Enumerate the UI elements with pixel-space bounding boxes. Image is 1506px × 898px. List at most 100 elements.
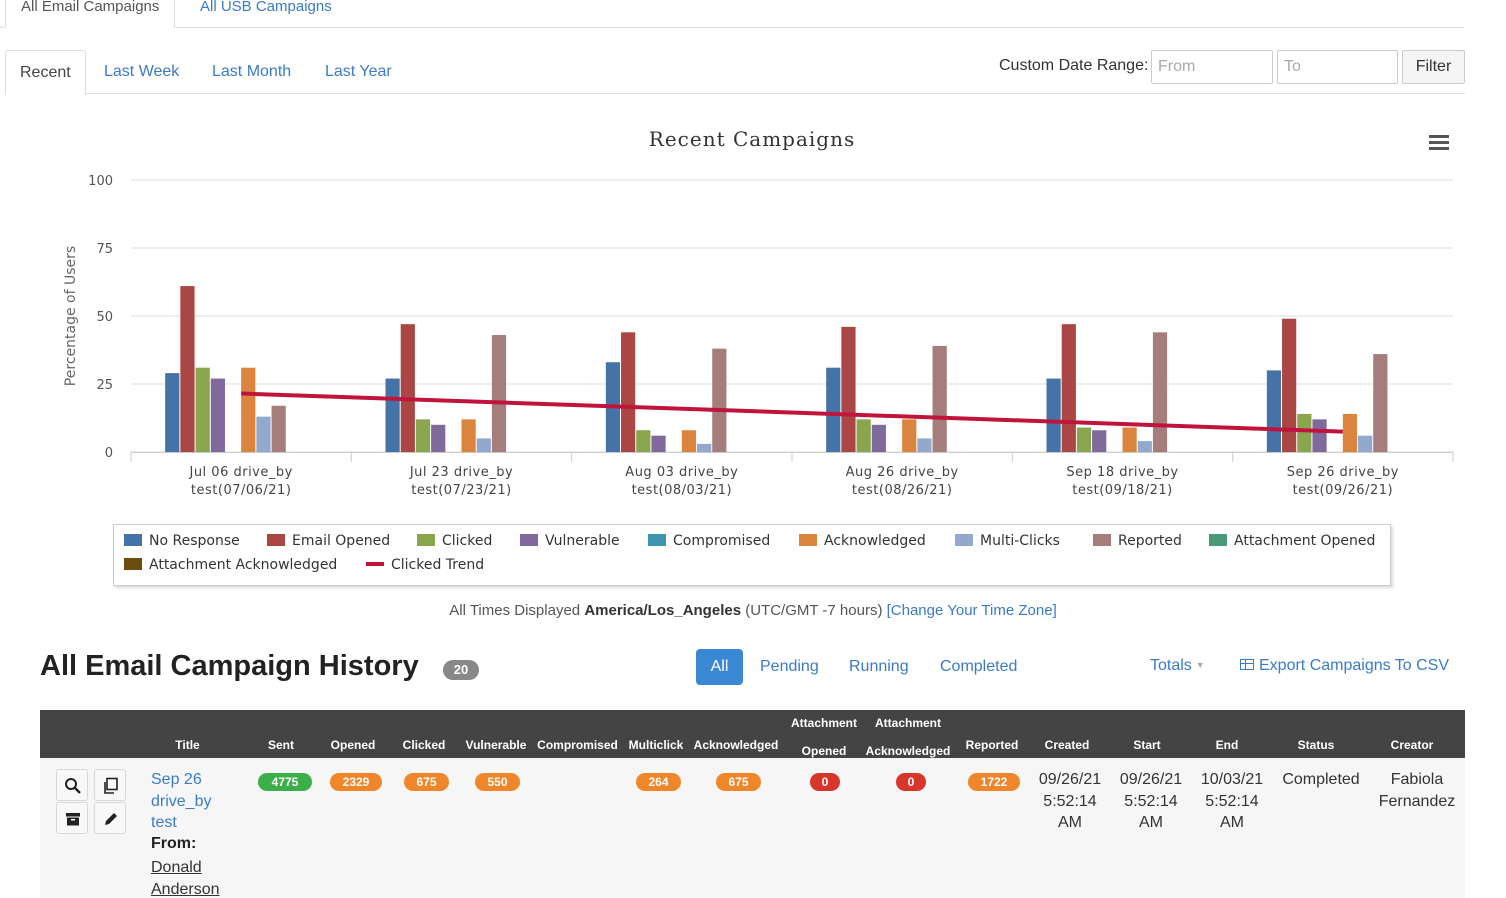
col-multiclick[interactable]: Multiclick [628, 738, 684, 752]
view-campaign-button[interactable] [56, 769, 88, 801]
col-attachment-opened[interactable]: Attachment Opened [786, 716, 862, 758]
bar [385, 378, 400, 452]
bar [621, 332, 636, 452]
legend-item[interactable]: No Response [124, 533, 240, 549]
filter-completed-button[interactable]: Completed [940, 658, 1018, 675]
creator-line: Fabiola [1390, 771, 1444, 788]
bar [1137, 441, 1152, 452]
col-end[interactable]: End [1215, 738, 1239, 752]
col-attachment-ack-line1: Attachment [874, 716, 941, 730]
bar [1122, 427, 1137, 452]
col-vulnerable[interactable]: Vulnerable [465, 738, 527, 752]
archive-campaign-button[interactable] [56, 802, 88, 834]
x-tick-label: test(08/26/21) [852, 483, 953, 498]
col-creator[interactable]: Creator [1390, 738, 1434, 752]
campaign-title-link[interactable]: Sep 26 drive_by test [151, 769, 231, 834]
x-tick-label: Sep 18 drive_by [1066, 465, 1178, 480]
legend-item[interactable]: Compromised [648, 533, 770, 549]
legend-label: Attachment Opened [1234, 533, 1376, 549]
sender-name-link[interactable]: Donald Anderson [151, 857, 231, 898]
campaign-history-title: All Email Campaign History [40, 650, 419, 682]
col-start[interactable]: Start [1133, 738, 1161, 752]
custom-date-range-label: Custom Date Range: [999, 57, 1149, 74]
tab-last-month[interactable]: Last Month [212, 63, 292, 80]
col-created[interactable]: Created [1044, 738, 1090, 752]
filter-pending-button[interactable]: Pending [760, 658, 819, 675]
legend-label: Clicked [442, 533, 493, 549]
x-tick-label: test(09/26/21) [1293, 483, 1394, 498]
legend-item[interactable]: Vulnerable [520, 533, 620, 549]
col-compromised[interactable]: Compromised [537, 738, 618, 752]
tab-all-usb-campaigns[interactable]: All USB Campaigns [200, 0, 332, 15]
search-icon [65, 778, 81, 794]
bar [1282, 318, 1297, 452]
date-from-input[interactable] [1151, 50, 1273, 84]
date-to-input[interactable] [1277, 50, 1398, 84]
bar [841, 326, 856, 452]
bar [1046, 378, 1061, 452]
table-icon [1240, 659, 1254, 670]
x-tick-label: test(09/18/21) [1072, 483, 1173, 498]
col-status[interactable]: Status [1297, 738, 1335, 752]
x-tick-label: test(08/03/21) [632, 483, 733, 498]
clicked-trend-line [241, 391, 1343, 434]
legend-label: Acknowledged [824, 533, 926, 549]
legend-item[interactable]: Clicked Trend [366, 557, 484, 573]
tab-last-year[interactable]: Last Year [325, 63, 392, 80]
legend-label: Email Opened [292, 533, 391, 549]
col-acknowledged[interactable]: Acknowledged [693, 738, 779, 752]
bar [1061, 324, 1076, 452]
created-line: 5:52:14 [1043, 792, 1097, 810]
filter-button[interactable]: Filter [1402, 50, 1465, 84]
bar [256, 416, 271, 452]
hamburger-menu-icon-bar [1429, 135, 1449, 138]
legend-label: Multi-Clicks [980, 533, 1060, 549]
legend-item[interactable]: Attachment Acknowledged [124, 557, 337, 573]
multiclick-count-badge: 264 [636, 773, 681, 791]
opened-count-badge: 2329 [330, 773, 382, 791]
table-row: Sep 26 drive_by test From: Donald Anders… [40, 758, 1465, 898]
legend-swatch [417, 534, 435, 546]
copy-campaign-button[interactable] [94, 769, 126, 801]
legend-item[interactable]: Clicked [417, 533, 492, 549]
col-attachment-acknowledged[interactable]: Attachment Acknowledged [863, 716, 953, 758]
filter-running-button[interactable]: Running [849, 658, 909, 675]
legend-item[interactable]: Email Opened [267, 533, 390, 549]
edit-campaign-button[interactable] [94, 802, 126, 834]
bar [1266, 370, 1282, 452]
copy-icon [104, 777, 118, 794]
bar [651, 435, 666, 452]
export-label: Export Campaigns To CSV [1259, 657, 1450, 674]
legend-label: Vulnerable [545, 533, 620, 549]
x-tick-label: Jul 23 drive_by [409, 465, 513, 480]
col-sent[interactable]: Sent [267, 738, 294, 752]
date-filter-tabs: Recent Last Week Last Month Last Year [5, 50, 1465, 95]
bar [826, 367, 841, 452]
bar [476, 438, 491, 452]
legend-swatch [1093, 534, 1111, 546]
legend-item[interactable]: Acknowledged [799, 533, 926, 549]
legend-label: No Response [149, 533, 240, 549]
legend-item[interactable]: Reported [1093, 533, 1182, 549]
col-opened[interactable]: Opened [330, 738, 376, 752]
col-clicked[interactable]: Clicked [402, 738, 446, 752]
legend-item[interactable]: Attachment Opened [1209, 533, 1375, 549]
sent-count-badge: 4775 [258, 773, 312, 791]
legend-label: Reported [1118, 533, 1182, 549]
bar [712, 348, 727, 452]
col-reported[interactable]: Reported [965, 738, 1019, 752]
y-tick-label: 0 [105, 446, 113, 461]
change-timezone-link[interactable]: [Change Your Time Zone] [886, 602, 1057, 619]
tab-all-email-campaigns[interactable]: All Email Campaigns [5, 0, 176, 28]
tab-last-week[interactable]: Last Week [104, 63, 180, 80]
campaign-count-badge: 20 [443, 660, 479, 680]
col-title[interactable]: Title [175, 738, 200, 752]
created-date: 09/26/21 5:52:14 AM [1032, 769, 1108, 834]
tab-recent[interactable]: Recent [5, 50, 86, 95]
export-csv-link[interactable]: Export Campaigns To CSV [1240, 657, 1449, 675]
attachment-opened-count-badge: 0 [810, 773, 840, 791]
legend-swatch [267, 534, 285, 546]
filter-all-button[interactable]: All [696, 649, 743, 685]
totals-dropdown[interactable]: Totals ▼ [1150, 657, 1205, 675]
legend-item[interactable]: Multi-Clicks [955, 533, 1060, 549]
